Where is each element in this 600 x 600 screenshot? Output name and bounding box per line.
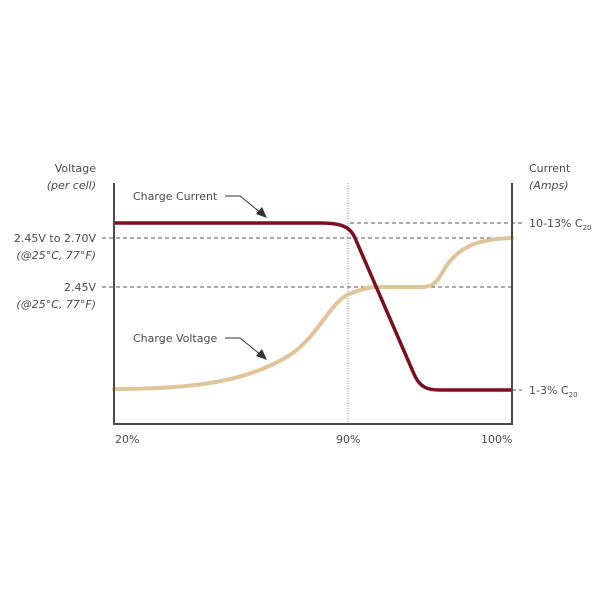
current-tick-high: 10-13% C20 (529, 217, 592, 235)
charge-voltage-arrowhead (256, 349, 267, 360)
charge-current-label: Charge Current (133, 190, 218, 203)
voltage-tick-high: 2.45V to 2.70V (13, 232, 96, 245)
current-tick-high-label: 10-13% C (529, 217, 583, 230)
charge-current-arrow (225, 195, 262, 214)
voltage-tick-low: 2.45V (63, 281, 96, 294)
voltage-tick-low-note: (@25°C, 77°F) (16, 298, 96, 311)
charge-current-arrowhead (256, 207, 267, 218)
left-axis-title: Voltage (54, 162, 96, 175)
current-tick-low: 1-3% C20 (529, 384, 578, 402)
charge-voltage-label: Charge Voltage (133, 332, 218, 345)
current-tick-high-sub: 20 (582, 224, 592, 232)
charge-voltage-line (112, 236, 514, 391)
charge-current-line (114, 221, 512, 392)
left-axis-subtitle: (per cell) (46, 179, 96, 192)
x-tick-20: 20% (115, 433, 140, 446)
x-tick-100: 100% (481, 433, 513, 446)
right-axis-title: Current (529, 162, 571, 175)
current-tick-low-sub: 20 (568, 391, 578, 399)
charge-voltage-arrow (225, 337, 262, 356)
voltage-tick-high-note: (@25°C, 77°F) (16, 249, 96, 262)
current-tick-low-label: 1-3% C (529, 384, 569, 397)
x-tick-90: 90% (336, 433, 361, 446)
right-axis-subtitle: (Amps) (529, 179, 569, 192)
